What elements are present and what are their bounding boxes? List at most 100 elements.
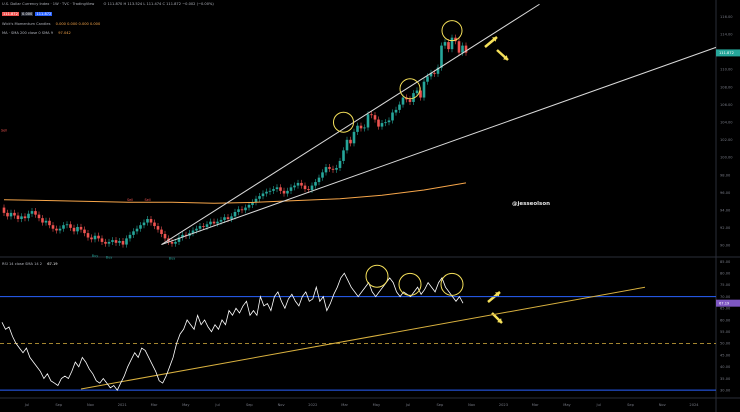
signal-label: Sell [127, 198, 133, 202]
candle-body [153, 222, 156, 227]
indicator-legend-1[interactable]: Wick's Momentum Candles 0.000 0.000 0.00… [2, 22, 100, 26]
top-circle [441, 20, 463, 42]
candle-body [387, 120, 391, 123]
rsi-tick-label: 30.00 [720, 388, 731, 392]
indicator-legend-2[interactable]: MA · SMA 200 close 0 SMA 9 97.042 [2, 31, 71, 35]
price-tick-label: 92.00 [720, 226, 731, 230]
rsi-down-arrow-head [497, 318, 502, 323]
candle-body [139, 225, 142, 229]
candle-body [398, 104, 401, 110]
candle-body [23, 216, 27, 219]
candle-body [132, 231, 135, 235]
candle-body [41, 218, 44, 223]
price-tick-label: 90.00 [720, 244, 731, 248]
candle-body [177, 237, 181, 242]
candle-body [160, 229, 163, 234]
candle-body [331, 168, 335, 170]
candle-body [345, 139, 349, 151]
time-tick-label: May [373, 403, 381, 407]
candle-body [93, 235, 97, 240]
rsi-line [1, 272, 464, 391]
price-box-buy[interactable]: 111.872 [35, 12, 53, 16]
price-box-sell[interactable]: 111.872 [2, 12, 19, 16]
time-tick-label: Nov [278, 403, 286, 407]
price-tick-label: 98.00 [720, 173, 731, 177]
trendline-steep [161, 3, 540, 245]
candle-body [289, 187, 293, 191]
candle-body [426, 76, 429, 82]
candle-body [223, 217, 226, 220]
candle-body [254, 198, 258, 203]
candle-body [391, 112, 394, 121]
signal-label: Sell [1, 128, 7, 132]
candle-body [447, 42, 450, 50]
candle-body [247, 204, 251, 208]
candle-body [370, 114, 373, 116]
price-up-arrow-head [492, 37, 497, 42]
candle-body [230, 216, 233, 220]
chart-header: U.S. Dollar Currency Index · 1W · TVC · … [2, 2, 214, 6]
rsi-tick-label: 40.00 [720, 365, 731, 369]
candle-body [282, 190, 286, 194]
time-tick-label: Sep [437, 403, 444, 407]
candle-body [97, 235, 100, 239]
candle-body [457, 41, 461, 53]
candle-body [377, 119, 380, 127]
candle-body [261, 193, 265, 197]
candle-body [342, 150, 345, 161]
signal-label: Sell [144, 198, 150, 202]
time-tick-label: 2024 [689, 403, 699, 407]
rsi-name: RSI 14 close SMA 14 2 [2, 262, 43, 266]
candle-body [275, 187, 279, 190]
signal-label: Buy [169, 257, 175, 261]
rsi-tick-label: 65.00 [720, 307, 731, 311]
candle-body [9, 212, 13, 217]
candle-body [205, 224, 209, 227]
candle-body [216, 221, 219, 224]
rsi-tick-label: 60.00 [720, 318, 731, 322]
time-tick-label: Sep [55, 403, 62, 407]
candle-body [450, 37, 454, 50]
price-box-spread: 0.000 [21, 12, 34, 16]
candle-body [258, 196, 261, 199]
rsi-legend[interactable]: RSI 14 close SMA 14 2 67.19 [2, 262, 58, 266]
price-tick-label: 114.00 [720, 32, 733, 36]
last-price-tag [716, 49, 740, 57]
rsi-tick-label: 85.00 [720, 260, 731, 264]
candle-body [373, 115, 377, 120]
candle-body [454, 37, 457, 42]
candle-body [125, 238, 128, 245]
candle-body [86, 233, 90, 238]
last-price-value: 111.872 [719, 51, 734, 55]
candle-body [422, 81, 426, 98]
sma200-line [3, 182, 467, 204]
candle-body [219, 219, 223, 222]
time-tick-label: Mar [341, 403, 348, 407]
indicator-1-values: 0.000 0.000 0.000 0.000 [55, 22, 101, 26]
candle-body [69, 224, 72, 228]
candle-body [111, 240, 114, 242]
rsi-tick-label: 45.00 [720, 353, 731, 357]
candle-body [209, 221, 212, 225]
candle-body [244, 207, 247, 211]
rsi-last-tag [716, 299, 740, 307]
indicator-2-name: MA · SMA 200 close 0 SMA 9 [2, 31, 54, 35]
candle-body [55, 228, 58, 231]
rsi-up-arrow-head [495, 292, 500, 297]
candle-body [100, 238, 104, 242]
candle-body [48, 220, 51, 226]
candle-body [359, 125, 363, 129]
candle-body [380, 123, 384, 127]
price-tick-label: 104.00 [720, 120, 733, 124]
rsi-tick-label: 35.00 [720, 377, 731, 381]
candle-body [114, 240, 118, 243]
price-tick-label: 106.00 [720, 103, 733, 107]
time-tick-label: Nov [87, 403, 95, 407]
price-tick-label: 94.00 [720, 209, 731, 213]
candle-body [90, 237, 93, 240]
time-tick-label: Sep [246, 403, 253, 407]
rsi-trendline [80, 286, 646, 390]
candle-body [121, 241, 125, 245]
rsi-tick-label: 80.00 [720, 272, 731, 276]
indicator-1-name: Wick's Momentum Candles [2, 22, 51, 26]
